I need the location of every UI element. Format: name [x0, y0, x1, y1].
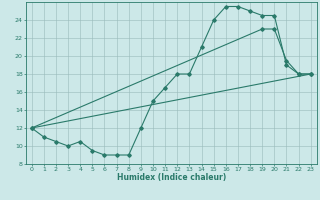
X-axis label: Humidex (Indice chaleur): Humidex (Indice chaleur) — [116, 173, 226, 182]
